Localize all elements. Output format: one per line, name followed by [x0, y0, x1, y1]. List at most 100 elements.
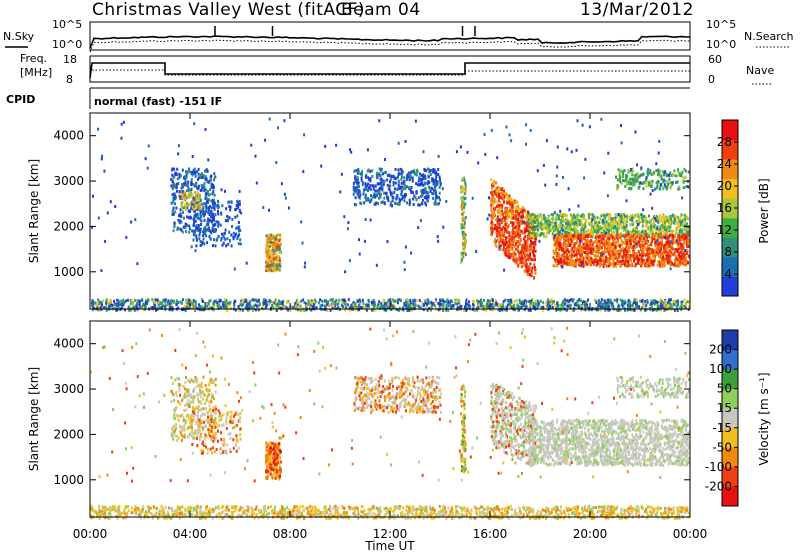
power-cell — [505, 236, 507, 240]
power-cell — [621, 226, 623, 230]
power-cell — [515, 244, 518, 247]
power-cell — [185, 223, 188, 227]
power-cell — [182, 225, 185, 229]
power-cell-ground — [618, 304, 621, 308]
power-cell — [670, 246, 673, 250]
power-cell-ground — [530, 301, 532, 305]
power-cell-ground — [663, 306, 666, 310]
power-cell — [494, 192, 497, 196]
power-cell — [527, 232, 530, 236]
power-cell — [420, 174, 423, 177]
power-cell — [514, 210, 517, 214]
power-cell-ground — [204, 304, 207, 308]
power-cell — [196, 238, 198, 242]
power-cell — [493, 200, 496, 204]
power-cell-ground — [530, 300, 533, 303]
power-cell — [353, 190, 356, 194]
power-cell — [367, 182, 370, 186]
power-cell — [582, 223, 585, 227]
power-cell-ground — [282, 305, 285, 309]
power-cell — [526, 240, 529, 244]
power-cell — [462, 204, 464, 207]
power-cell — [170, 201, 173, 205]
power-cell — [571, 253, 574, 257]
power-cell — [184, 203, 187, 207]
power-cell — [536, 216, 538, 220]
power-cell-ground — [655, 300, 658, 304]
power-cell — [184, 181, 187, 185]
power-cell-ground — [301, 308, 304, 312]
power-cell — [370, 194, 372, 198]
power-cell-ground — [582, 300, 585, 304]
power-cell — [354, 196, 357, 200]
power-cell-ground — [376, 305, 379, 309]
power-cell — [462, 198, 464, 202]
power-cell — [533, 241, 536, 244]
power-cell — [549, 229, 552, 233]
power-cell — [556, 241, 559, 245]
power-cell — [460, 226, 463, 230]
power-cell — [205, 223, 208, 227]
power-cell — [520, 213, 523, 217]
power-cell-ground — [303, 301, 306, 305]
power-cell — [171, 173, 174, 177]
power-cell — [200, 219, 203, 223]
power-cell — [195, 183, 198, 187]
power-cell — [547, 226, 550, 230]
power-cell-ground — [487, 303, 489, 307]
power-cell — [656, 234, 658, 238]
power-cell — [406, 174, 409, 177]
power-cell — [563, 225, 566, 229]
power-cell — [426, 167, 429, 171]
power-cell — [518, 227, 521, 231]
power-cell — [204, 212, 206, 216]
power-cell — [238, 210, 241, 213]
power-cell-ground — [103, 306, 106, 309]
date-label: 13/Mar/2012 — [580, 0, 694, 20]
power-cell — [463, 236, 466, 240]
power-cell — [202, 234, 205, 237]
power-cell — [490, 217, 493, 221]
power-cell — [425, 203, 428, 207]
power-cell — [514, 259, 516, 263]
power-cell — [551, 226, 554, 230]
power-cell-ground — [192, 305, 195, 309]
power-cell-ground — [130, 298, 133, 302]
power-cell-ground — [175, 299, 178, 303]
power-cell — [665, 237, 668, 241]
power-cell-ground — [365, 303, 368, 307]
power-cell-ground — [251, 305, 254, 309]
power-cell — [552, 220, 555, 224]
power-cell — [401, 185, 404, 189]
power-cell — [422, 188, 425, 192]
power-cell — [188, 224, 191, 228]
power-cell — [504, 223, 507, 227]
power-cell-ground — [279, 306, 282, 310]
power-cell — [461, 195, 464, 199]
power-cell-ground — [606, 303, 609, 307]
power-cell-ground — [440, 306, 443, 310]
power-cell — [355, 203, 358, 207]
power-cell — [561, 223, 564, 227]
power-cell-ground — [223, 300, 226, 303]
power-cell-ground — [277, 306, 280, 310]
power-cell-ground — [658, 302, 661, 306]
power-cell — [662, 244, 665, 247]
power-cell — [217, 209, 219, 213]
power-cell — [503, 218, 506, 222]
power-cell — [519, 207, 522, 211]
power-cell — [195, 205, 198, 209]
power-cell — [547, 223, 550, 227]
power-cell — [422, 191, 425, 195]
power-cell — [268, 268, 271, 272]
power-cell — [464, 187, 467, 191]
power-cell — [563, 213, 566, 217]
power-cell-ground — [439, 303, 442, 306]
power-cell — [501, 230, 504, 234]
power-cell — [515, 232, 518, 236]
power-cell-ground — [485, 303, 488, 307]
power-cell — [191, 194, 194, 198]
power-cell — [529, 257, 532, 260]
power-cell — [625, 230, 628, 233]
power-cell-ground — [91, 299, 94, 303]
